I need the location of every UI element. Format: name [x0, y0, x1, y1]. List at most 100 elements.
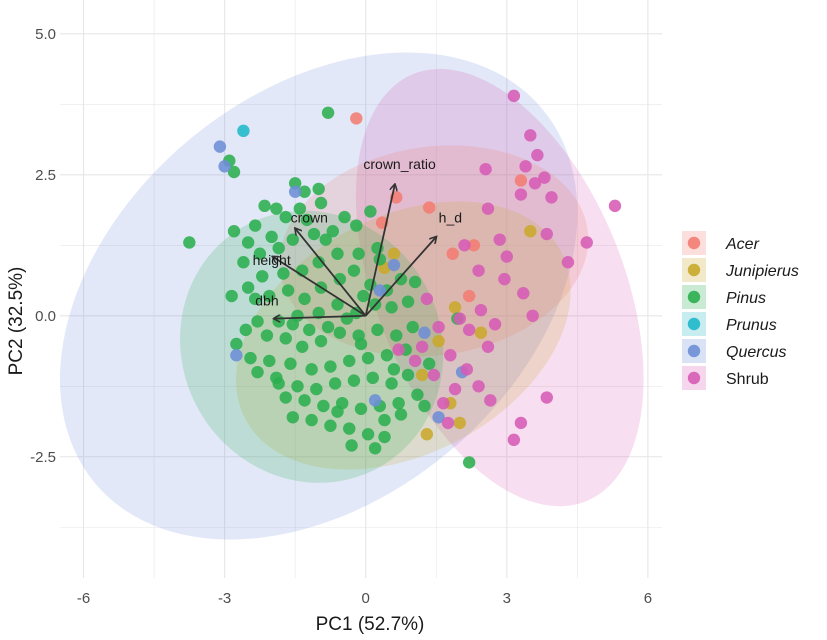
pinus-point — [303, 323, 316, 337]
pinus-point — [418, 399, 431, 413]
shrub-point — [444, 349, 457, 362]
data-points — [183, 89, 622, 469]
junipierus-point — [474, 326, 488, 339]
x-tick-label: 3 — [503, 590, 511, 607]
pinus-point — [298, 292, 311, 306]
pinus-point — [462, 456, 476, 469]
shrub-point — [498, 272, 511, 286]
shrub-point — [526, 309, 539, 322]
pinus-point — [286, 233, 300, 246]
pinus-point — [298, 394, 311, 407]
pinus-point — [251, 365, 264, 379]
shrub-point — [517, 287, 530, 300]
shrub-point — [462, 323, 476, 337]
pinus-point — [312, 182, 325, 196]
shrub-point — [531, 148, 544, 162]
pinus-legend-label: Pinus — [726, 290, 766, 307]
x-tick-label: -3 — [218, 590, 231, 607]
shrub-ellipse — [355, 68, 644, 507]
crown-loading-label: crown — [291, 210, 328, 226]
pinus-point — [331, 405, 344, 418]
shrub-point — [540, 391, 553, 404]
pinus-point — [422, 357, 436, 370]
shrub-point — [472, 380, 485, 393]
h-d-loading-label: h_d — [439, 210, 462, 226]
shrub-point — [488, 318, 502, 331]
shrub-point — [427, 368, 441, 382]
pinus-point — [248, 292, 262, 306]
pinus-point — [340, 312, 354, 325]
x-tick-label: -6 — [77, 590, 90, 607]
quercus-point — [373, 284, 387, 297]
pinus-point — [408, 275, 422, 289]
pinus-point — [394, 408, 408, 421]
pinus-legend-marker — [687, 290, 701, 304]
height-loading-label: height — [253, 252, 291, 268]
pinus-point — [279, 332, 292, 345]
pinus-point — [272, 315, 285, 328]
pinus-point — [380, 349, 394, 362]
pinus-point — [263, 354, 276, 368]
dbh-loading-label: dbh — [255, 293, 278, 309]
pinus-point — [324, 360, 337, 373]
pinus-point — [281, 284, 295, 297]
pinus-point — [237, 256, 250, 269]
pinus-point — [378, 430, 391, 444]
pinus-point — [227, 225, 241, 238]
shrub-point — [460, 363, 474, 376]
pinus-point — [293, 202, 307, 215]
pinus-point — [401, 295, 415, 308]
pinus-point — [366, 371, 379, 385]
shrub-point — [514, 188, 528, 201]
pinus-point — [270, 371, 283, 385]
junipierus-legend-label: Junipierus — [725, 263, 799, 280]
pinus-point — [371, 323, 384, 337]
pinus-point — [352, 247, 365, 260]
pinus-point — [253, 247, 267, 260]
pinus-point — [394, 272, 408, 286]
pinus-point — [244, 351, 257, 365]
shrub-point — [437, 396, 450, 410]
pinus-point — [385, 377, 398, 390]
axis-ticks: -6 -3 0 3 6 -2.5 0.0 2.5 5.0 — [30, 26, 652, 607]
pinus-point — [385, 301, 398, 314]
junipierus-point — [420, 428, 434, 441]
shrub-point — [514, 416, 528, 430]
pinus-point — [331, 298, 344, 311]
pinus-point — [317, 399, 330, 413]
quercus-point — [387, 258, 401, 272]
pinus-point — [279, 391, 292, 404]
height-loading-arrow — [273, 257, 367, 317]
pinus-point — [333, 272, 347, 286]
pinus-point — [284, 357, 297, 370]
shrub-point — [448, 382, 462, 396]
pinus-point — [354, 337, 368, 351]
x-axis-title: PC1 (52.7%) — [316, 614, 425, 635]
dbh-loading-arrow — [274, 316, 366, 319]
acer-legend-label: Acer — [725, 236, 760, 253]
pinus-point — [291, 380, 304, 393]
quercus-point — [213, 140, 227, 153]
pinus-point — [227, 165, 241, 179]
acer-point — [462, 289, 476, 303]
shrub-point — [519, 160, 532, 173]
pinus-point — [345, 439, 358, 452]
pinus-point — [270, 202, 283, 215]
pinus-point — [364, 205, 377, 218]
shrub-point — [524, 129, 537, 142]
pinus-point — [298, 185, 311, 198]
junipierus-legend-marker — [687, 263, 701, 277]
quercus-point — [218, 160, 231, 173]
shrub-point — [493, 233, 506, 246]
shrub-point — [481, 202, 495, 215]
shrub-point — [432, 320, 445, 334]
pinus-point — [361, 351, 375, 365]
quercus-point — [288, 185, 302, 198]
crown-ratio-loading-label: crown_ratio — [363, 156, 436, 172]
legend: Acer Junipierus Pinus Prunus Quercus Shrub — [682, 231, 799, 390]
pinus-point — [343, 354, 356, 368]
pinus-point — [248, 219, 262, 232]
acer-legend-marker — [687, 236, 701, 250]
junipierus-point — [432, 334, 445, 348]
